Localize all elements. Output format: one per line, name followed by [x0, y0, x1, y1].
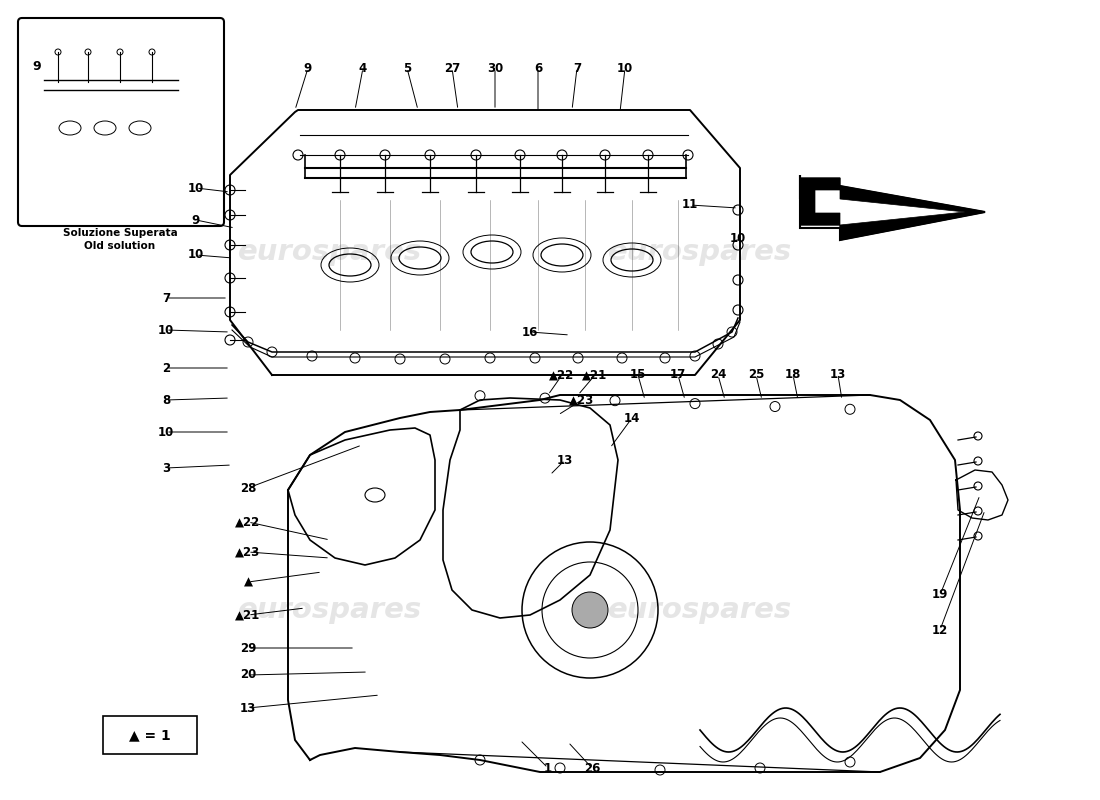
Circle shape	[572, 592, 608, 628]
Text: eurospares: eurospares	[238, 238, 422, 266]
Text: 8: 8	[162, 394, 170, 406]
Text: 1: 1	[543, 762, 552, 774]
Text: 12: 12	[932, 623, 948, 637]
Text: Soluzione Superata
Old solution: Soluzione Superata Old solution	[63, 228, 177, 251]
Text: ▲22: ▲22	[549, 369, 574, 382]
Text: ▲23: ▲23	[235, 546, 261, 558]
Text: 29: 29	[240, 642, 256, 654]
FancyBboxPatch shape	[18, 18, 224, 226]
Text: 9: 9	[32, 60, 41, 73]
Text: 10: 10	[158, 323, 174, 337]
Text: 9: 9	[304, 62, 312, 74]
Text: 26: 26	[584, 762, 601, 774]
Text: 24: 24	[710, 369, 726, 382]
Text: ▲22: ▲22	[235, 515, 261, 529]
Text: 11: 11	[682, 198, 698, 211]
Polygon shape	[815, 190, 965, 225]
Text: 27: 27	[444, 62, 460, 74]
FancyBboxPatch shape	[103, 716, 197, 754]
Text: 25: 25	[748, 369, 764, 382]
Text: 4: 4	[359, 62, 367, 74]
Text: 28: 28	[240, 482, 256, 494]
Text: 9: 9	[191, 214, 200, 226]
Text: eurospares: eurospares	[608, 596, 792, 624]
Text: eurospares: eurospares	[238, 596, 422, 624]
Text: 7: 7	[162, 291, 170, 305]
Text: 5: 5	[403, 62, 411, 74]
Text: 16: 16	[521, 326, 538, 338]
Text: 3: 3	[162, 462, 170, 474]
Text: 13: 13	[557, 454, 573, 466]
Text: 20: 20	[240, 669, 256, 682]
Text: 19: 19	[932, 589, 948, 602]
Polygon shape	[800, 175, 984, 240]
Text: 13: 13	[240, 702, 256, 714]
Text: 7: 7	[573, 62, 581, 74]
Text: 10: 10	[617, 62, 634, 74]
Text: 30: 30	[487, 62, 503, 74]
Text: ▲: ▲	[243, 575, 253, 589]
Text: 2: 2	[162, 362, 170, 374]
Text: 10: 10	[188, 182, 205, 194]
Text: ▲23: ▲23	[570, 394, 595, 406]
Text: ▲21: ▲21	[582, 369, 607, 382]
Text: 10: 10	[188, 249, 205, 262]
Text: 18: 18	[784, 369, 801, 382]
Text: 6: 6	[534, 62, 542, 74]
Text: 14: 14	[624, 411, 640, 425]
Polygon shape	[800, 178, 984, 240]
Text: 10: 10	[158, 426, 174, 438]
Text: eurospares: eurospares	[608, 238, 792, 266]
Text: 10: 10	[730, 231, 746, 245]
Text: 13: 13	[829, 369, 846, 382]
Text: ▲21: ▲21	[235, 609, 261, 622]
Text: ▲ = 1: ▲ = 1	[129, 728, 170, 742]
Text: 17: 17	[670, 369, 686, 382]
Text: 15: 15	[630, 369, 646, 382]
